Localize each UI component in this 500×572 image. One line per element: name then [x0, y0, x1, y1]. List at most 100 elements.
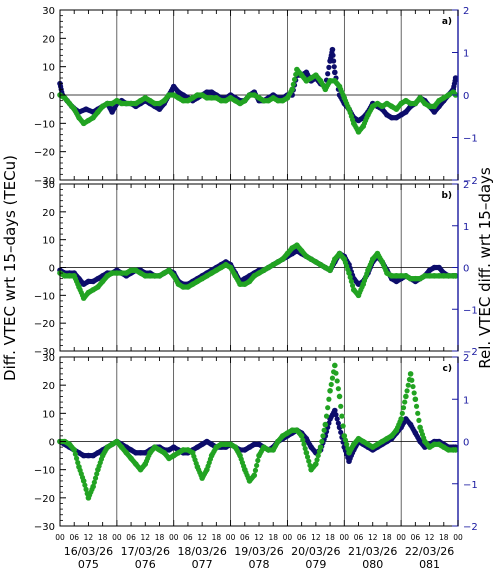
- data-point: [344, 441, 350, 447]
- y2-tick-label: 0: [463, 91, 469, 102]
- data-point: [291, 76, 298, 83]
- x-hour-label: 18: [439, 533, 449, 542]
- y-tick-label: 0: [49, 264, 55, 275]
- data-point: [415, 410, 421, 416]
- x-hour-label: 12: [254, 533, 264, 542]
- data-point: [399, 410, 405, 416]
- y-tick-label: 0: [49, 91, 55, 102]
- y-tick-label: 20: [42, 381, 55, 392]
- series-2: [57, 362, 459, 501]
- x-hour-label: 00: [283, 533, 293, 542]
- x-hour-label: 12: [197, 533, 207, 542]
- x-hour-label: 00: [112, 533, 122, 542]
- data-point: [313, 461, 319, 467]
- data-point: [319, 438, 325, 445]
- x-hour-label: 12: [425, 533, 435, 542]
- y-tick-label: −10: [34, 291, 55, 302]
- ylabel-right: Rel. VTEC diff. wrt 15–days: [476, 167, 494, 369]
- data-point: [338, 429, 344, 435]
- y-tick-label: −30: [34, 347, 55, 358]
- y-tick-label: 30: [42, 180, 55, 191]
- ylabel-left: Diff. VTEC wrt 15–days (TECu): [1, 155, 19, 381]
- data-point: [329, 46, 336, 53]
- x-hour-label: 06: [354, 533, 364, 542]
- data-point: [332, 407, 338, 414]
- y-tick-label: 10: [42, 236, 55, 247]
- data-point: [298, 433, 305, 439]
- x-hour-label: 12: [141, 533, 151, 542]
- y-tick-label: 30: [42, 6, 55, 17]
- data-point: [416, 417, 422, 423]
- x-hour-label: 00: [340, 533, 350, 542]
- data-point: [82, 482, 88, 488]
- data-point: [327, 388, 333, 394]
- x-hour-label: 00: [453, 533, 463, 542]
- data-point: [346, 270, 352, 276]
- y-tick-label: 10: [42, 409, 55, 420]
- panel-label: b): [441, 191, 452, 201]
- data-point: [410, 383, 416, 390]
- y-tick-label: −10: [34, 466, 55, 477]
- y2-tick-label: −1: [463, 134, 478, 145]
- x-hour-label: 06: [183, 533, 193, 542]
- data-point: [413, 403, 420, 409]
- data-point: [252, 467, 259, 473]
- data-point: [75, 460, 81, 466]
- x-date-label: 19/03/26: [234, 545, 283, 558]
- data-point: [398, 416, 404, 422]
- data-point: [452, 273, 459, 279]
- y-tick-label: 20: [42, 34, 55, 45]
- data-point: [90, 483, 96, 490]
- y2-tick-label: 2: [463, 180, 469, 191]
- y-tick-label: 30: [42, 353, 55, 364]
- x-hour-label: 00: [396, 533, 406, 542]
- y2-tick-label: 0: [463, 264, 469, 275]
- data-point: [403, 393, 409, 400]
- x-doy-label: 079: [305, 558, 326, 568]
- data-point: [92, 475, 99, 481]
- x-date-label: 20/03/26: [291, 545, 340, 558]
- y2-tick-label: 1: [463, 395, 469, 406]
- y-tick-label: 20: [42, 208, 55, 219]
- data-point: [315, 452, 321, 459]
- data-point: [94, 471, 100, 477]
- data-point: [302, 445, 308, 452]
- y-tick-label: −30: [34, 176, 55, 187]
- data-point: [290, 81, 296, 87]
- data-point: [72, 451, 78, 457]
- x-hour-label: 06: [69, 533, 79, 542]
- x-doy-label: 075: [78, 558, 99, 568]
- data-point: [335, 386, 341, 392]
- x-doy-label: 078: [249, 558, 270, 568]
- x-hour-label: 18: [212, 533, 222, 542]
- y2-tick-label: 1: [463, 222, 469, 233]
- x-hour-label: 00: [55, 533, 65, 542]
- data-point: [325, 405, 331, 411]
- y2-tick-label: −1: [463, 480, 478, 491]
- data-point: [80, 478, 87, 484]
- y-tick-label: −20: [34, 319, 55, 330]
- data-point: [333, 412, 339, 418]
- x-hour-label: 18: [325, 533, 335, 542]
- data-point: [71, 447, 78, 453]
- data-point: [334, 416, 340, 422]
- data-point: [323, 413, 330, 419]
- data-point: [325, 71, 331, 77]
- data-point: [336, 393, 343, 400]
- data-point: [316, 448, 323, 454]
- data-point: [342, 437, 349, 443]
- y-tick-label: −20: [34, 494, 55, 505]
- y-tick-label: 10: [42, 63, 55, 74]
- y2-tick-label: 2: [463, 6, 469, 17]
- x-hour-label: 00: [169, 533, 179, 542]
- data-point: [452, 447, 459, 453]
- y2-tick-label: −2: [463, 347, 478, 358]
- panel-label: a): [442, 17, 452, 27]
- y-tick-label: 0: [49, 438, 55, 449]
- data-point: [332, 69, 338, 76]
- x-hour-label: 18: [98, 533, 108, 542]
- data-point: [332, 362, 338, 369]
- x-hour-label: 06: [240, 533, 250, 542]
